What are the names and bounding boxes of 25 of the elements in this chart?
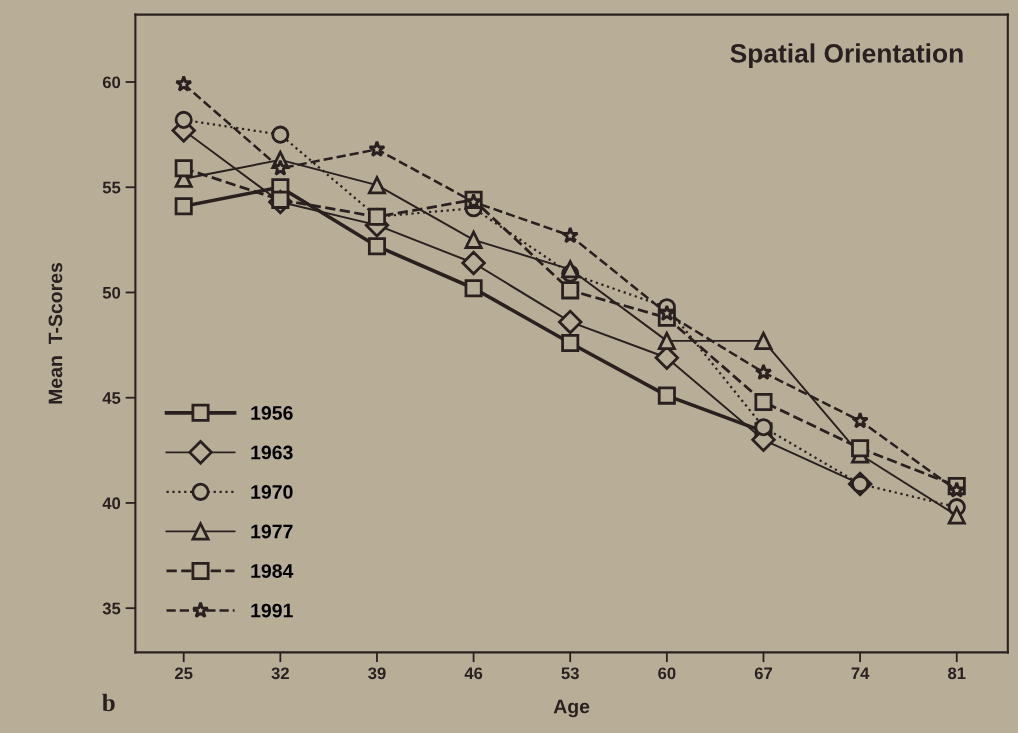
legend-label: 1977 — [251, 524, 293, 539]
x-tick-label: 60 — [658, 667, 676, 680]
y-axis-title: Mean T-Scores — [48, 262, 63, 404]
x-tick-label: 67 — [754, 667, 773, 680]
y-tick-label: 45 — [102, 392, 121, 404]
y-tick-label: 40 — [102, 497, 121, 510]
legend-label: 1991 — [251, 603, 293, 618]
x-tick-label: 39 — [368, 667, 386, 680]
y-tick-label: 35 — [102, 602, 121, 615]
x-tick-label: 81 — [948, 667, 966, 680]
x-tick-label: 46 — [464, 667, 483, 680]
x-tick-label: 32 — [271, 667, 289, 680]
legend-label: 1970 — [251, 485, 293, 499]
legend-label: 1963 — [251, 445, 293, 460]
x-axis-title: Age — [553, 699, 590, 718]
x-tick-label: 25 — [175, 667, 193, 680]
text: b — [102, 693, 115, 712]
y-tick-label: 55 — [102, 181, 121, 194]
x-tick-label: 74 — [851, 667, 870, 680]
legend-label: 1956 — [251, 406, 293, 420]
x-tick-label: 53 — [561, 667, 579, 680]
y-tick-label: 50 — [102, 286, 121, 299]
legend-label: 1984 — [251, 564, 294, 578]
text: Spatial Orientation — [730, 43, 963, 68]
y-tick-label: 60 — [102, 76, 121, 89]
